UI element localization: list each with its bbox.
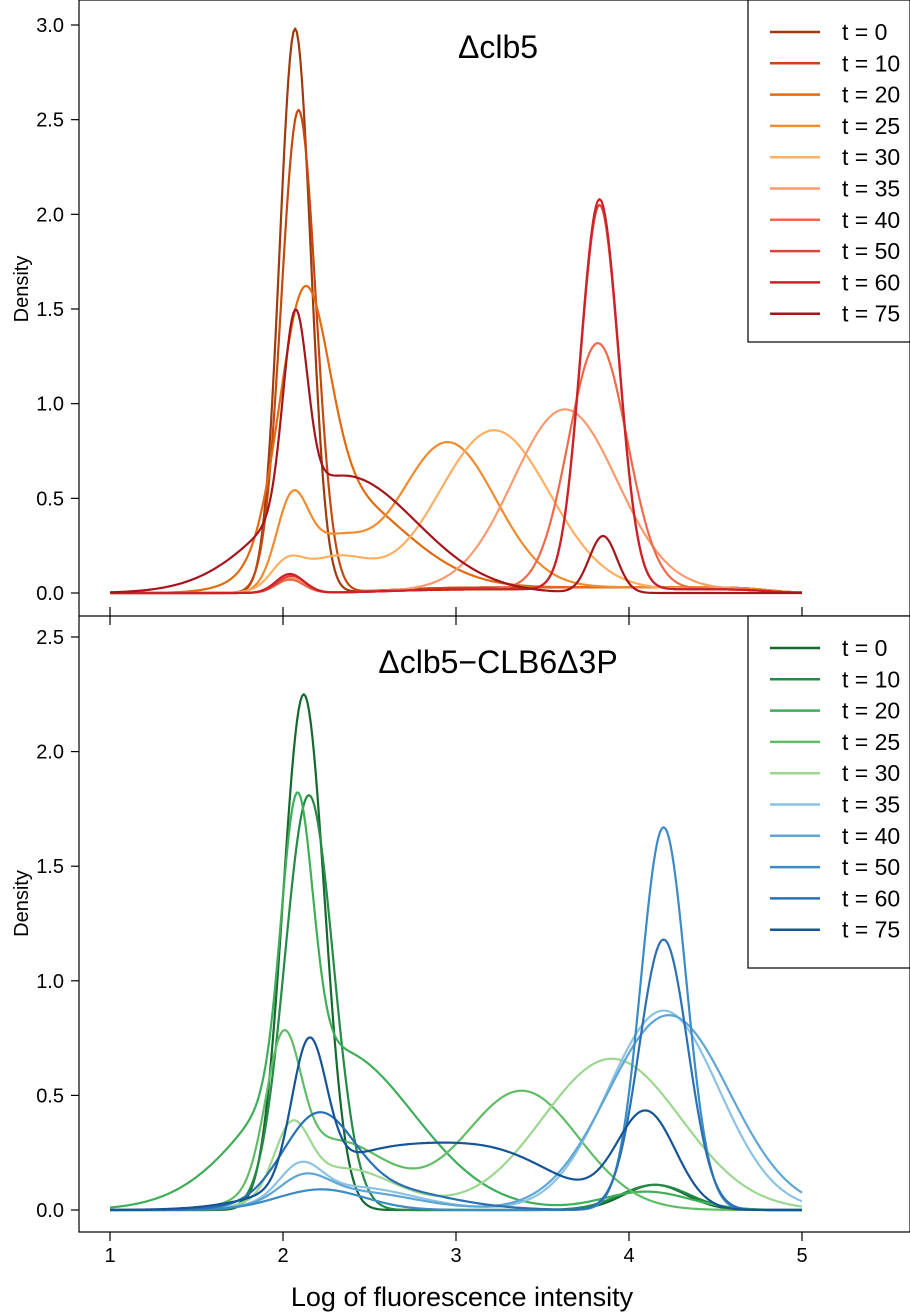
panel-title: Δclb5−CLB6Δ3P	[378, 644, 617, 680]
y-tick-label: 2.5	[36, 627, 64, 649]
y-tick-label: 1.0	[36, 971, 64, 993]
series-line-t75	[109, 1036, 802, 1212]
legend-label: t = 75	[842, 917, 900, 943]
series-line-t35	[110, 408, 803, 595]
legend-label: t = 0	[842, 19, 887, 45]
series-line-t50	[110, 826, 802, 1212]
y-tick-label: 1.5	[36, 856, 64, 878]
legend-label: t = 60	[842, 269, 900, 295]
panel-dclb5-clb6: 0.0 0.5 1.0 1.5 2.0 2.5 1 2 3 4 5 Density Δclb5−CLB6…	[11, 615, 910, 1267]
series-line-t20	[110, 284, 803, 595]
legend-box	[747, 0, 910, 343]
series-line-t40	[110, 341, 803, 595]
legend-label: t = 60	[842, 885, 900, 911]
y-tick-label: 0.0	[36, 1200, 64, 1222]
series-line-t75	[109, 308, 802, 595]
legend-label: t = 20	[842, 698, 900, 724]
y-tick-label: 2.5	[36, 110, 64, 132]
legend-label: t = 10	[842, 50, 900, 76]
series-line-t0	[110, 27, 803, 595]
legend-label: t = 40	[842, 823, 900, 849]
x-tick-label: 5	[796, 1245, 807, 1267]
panel-dclb5: 0.0 0.5 1.0 1.5 2.0 2.5 3.0 Density Δclb5 t = 0 t …	[11, 0, 910, 616]
x-tick-label: 4	[623, 1245, 634, 1267]
y-tick-label: 0.5	[36, 488, 64, 510]
series-line-t20	[109, 791, 802, 1212]
y-tick-label: 2.0	[36, 204, 64, 226]
legend-label: t = 40	[842, 207, 900, 233]
y-tick-label: 3.0	[36, 15, 64, 37]
legend-box	[747, 615, 910, 969]
legend-label: t = 50	[842, 238, 900, 264]
series-line-t60	[110, 198, 803, 595]
legend-label: t = 25	[842, 729, 900, 755]
x-axis-title: Log of fluorescence intensity	[291, 1282, 634, 1312]
legend-label: t = 20	[842, 82, 900, 108]
series-line-t30	[110, 1057, 803, 1212]
series-line-t25	[110, 1028, 802, 1212]
y-tick-label: 2.0	[36, 742, 64, 764]
x-tick-label: 3	[450, 1245, 461, 1267]
series-line-t10	[110, 794, 802, 1212]
panel-title: Δclb5	[458, 29, 538, 65]
legend-label: t = 75	[842, 301, 900, 327]
legend-label: t = 30	[842, 760, 900, 786]
y-axis-title: Density	[11, 256, 33, 323]
x-tick-label: 1	[104, 1245, 115, 1267]
x-tick-label: 2	[277, 1245, 288, 1267]
series-line-t0	[110, 693, 802, 1212]
legend-label: t = 25	[842, 113, 900, 139]
series-line-t50	[110, 203, 803, 595]
series-line-t10	[110, 108, 803, 595]
y-axis-title: Density	[11, 870, 33, 937]
legend-label: t = 50	[842, 854, 900, 880]
legend-label: t = 10	[842, 666, 900, 692]
y-tick-label: 0.5	[36, 1085, 64, 1107]
legend-label: t = 30	[842, 144, 900, 170]
y-tick-label: 1.5	[36, 299, 64, 321]
y-tick-label: 0.0	[36, 583, 64, 605]
legend-label: t = 0	[842, 635, 887, 661]
series-line-t60	[110, 938, 802, 1212]
legend-label: t = 35	[842, 792, 900, 818]
legend-label: t = 35	[842, 176, 900, 202]
y-tick-label: 1.0	[36, 394, 64, 416]
